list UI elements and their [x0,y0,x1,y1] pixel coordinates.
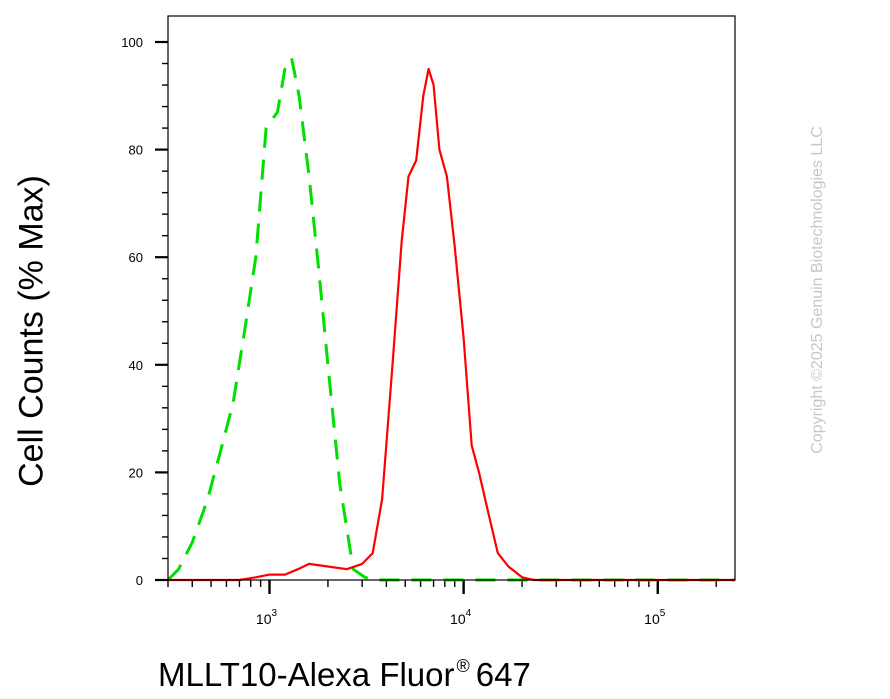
y-tick-label: 0 [136,573,143,588]
x-axis-title: MLLT10-Alexa Fluor ® 647 [158,656,531,694]
series-curves [166,56,735,582]
y-tick-label: 80 [129,143,143,158]
x-tick-label: 105 [644,608,666,627]
control-series-line [166,56,735,582]
x-axis-title-suffix: 647 [475,656,531,693]
y-tick-label: 100 [121,35,143,50]
y-axis-title: Cell Counts (% Max) [12,175,51,487]
plot-frame [167,15,736,581]
y-tick-label: 40 [129,358,143,373]
x-tick-label: 104 [450,608,472,627]
sample-series-line [168,67,735,582]
y-tick-label: 20 [129,465,143,480]
x-axis-title-text: MLLT10-Alexa Fluor [158,656,455,693]
x-tick-label: 103 [256,608,278,627]
copyright-watermark: Copyright ©2025 Genuin Biotechnologies L… [809,126,826,454]
registered-mark: ® [456,656,470,676]
y-tick-label: 60 [129,250,143,265]
axis-ticks: 0 20 40 60 80 100 103 104 105 [121,35,717,627]
